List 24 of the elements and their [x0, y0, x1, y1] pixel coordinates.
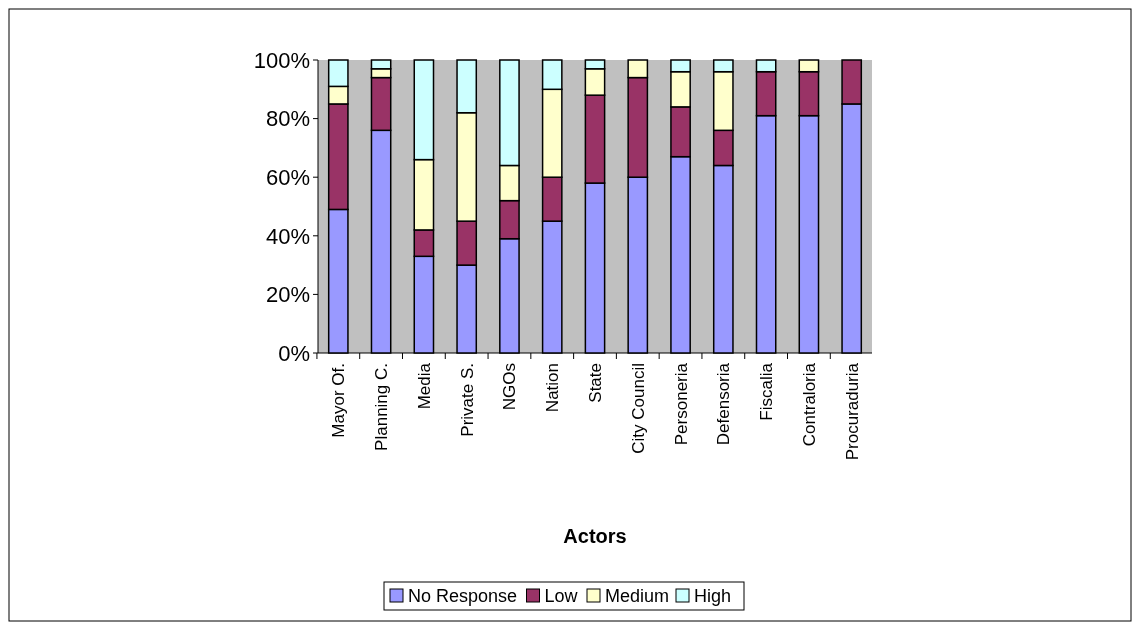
x-tick-label: Contraloria [799, 362, 819, 447]
x-axis-title: Actors [563, 525, 627, 547]
x-tick-label: Procuraduria [842, 362, 862, 461]
x-tick-label: Private S. [457, 363, 477, 437]
legend-label: Low [544, 586, 579, 607]
x-tick-label: Fiscalia [757, 362, 777, 421]
x-tick-label: State [585, 363, 605, 403]
y-tick-label: 0% [278, 340, 310, 366]
x-tick-label: Mayor Of. [329, 363, 349, 438]
x-tick-label: Planning C. [372, 363, 392, 451]
x-tick-label: NGOs [500, 363, 520, 411]
x-tick-label: City Council [628, 363, 648, 454]
y-tick-label: 80% [265, 106, 310, 132]
y-tick-label: 60% [265, 164, 310, 190]
x-tick-label: Media [414, 362, 434, 410]
legend-label: High [694, 586, 732, 607]
x-tick-label: Defensoria [714, 362, 734, 446]
legend-label: Medium [605, 586, 670, 607]
y-tick-label: 20% [265, 282, 310, 308]
x-tick-label: Personeria [671, 362, 691, 446]
y-tick-label: 100% [253, 47, 310, 73]
x-tick-label: Nation [543, 363, 563, 413]
legend-label: No Response [408, 586, 518, 607]
y-tick-label: 40% [265, 223, 310, 249]
